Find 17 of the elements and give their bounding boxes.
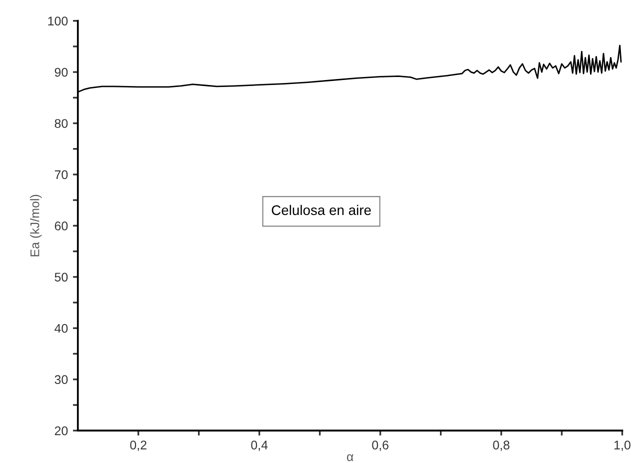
x-tick-label: 0,6 [372,440,388,451]
y-tick-label: 40 [54,324,68,333]
y-tick-label: 20 [54,426,68,436]
y-tick-label: 90 [54,68,68,77]
y-tick-label: 30 [54,375,68,384]
annotation: Celulosa en aire [272,204,371,216]
x-tick-label: 0,2 [130,440,146,451]
x-axis-title: α [346,454,354,462]
x-tick-label: 1,0 [614,440,630,451]
y-axis-title: Ea (kJ/mol) [30,194,42,256]
y-tick-label: 80 [54,119,68,128]
y-tick-label: 50 [54,272,68,282]
y-tick-label: 60 [54,222,68,230]
x-tick-label: 0,4 [251,440,268,451]
y-tick-label: 70 [54,170,68,180]
y-tick-label: 100 [48,16,68,26]
x-tick-label: 0,8 [493,440,510,451]
